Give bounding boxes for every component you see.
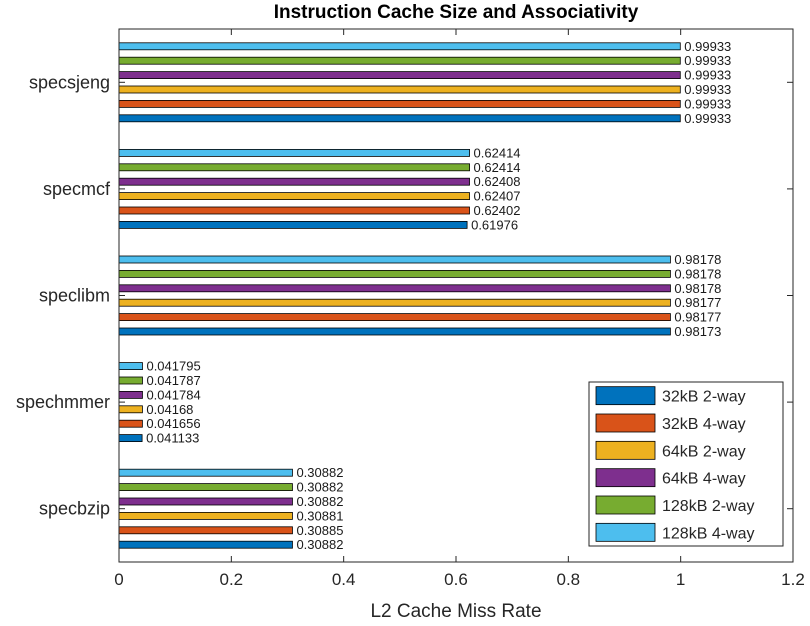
bar-specmcf-128kb-2-way xyxy=(118,163,470,172)
bar-speclibm-128kb-2-way xyxy=(118,269,671,278)
bar-spechmmer-32kb-2-way xyxy=(118,434,143,443)
value-label-specsjeng-128kb-2-way: 0.99933 xyxy=(684,53,731,68)
value-label-specbzip-128kb-2-way: 0.30882 xyxy=(296,480,343,495)
value-label-specsjeng-64kb-2-way: 0.99933 xyxy=(684,82,731,97)
legend-label-128kb-4-way: 128kB 4-way xyxy=(662,525,755,542)
bar-spechmmer-32kb-4-way xyxy=(118,419,143,428)
bar-speclibm-64kb-4-way xyxy=(118,284,671,293)
value-label-speclibm-32kb-2-way: 0.98173 xyxy=(674,324,721,339)
bar-spechmmer-64kb-4-way xyxy=(118,390,143,399)
x-tick-label-0-6: 0.6 xyxy=(444,570,468,589)
value-label-spechmmer-32kb-4-way: 0.041656 xyxy=(146,416,200,431)
x-tick-label-0: 0 xyxy=(114,570,123,589)
category-label-specmcf: specmcf xyxy=(43,179,111,199)
bar-specmcf-128kb-4-way xyxy=(118,148,470,157)
value-labels-layer: 0.999330.999330.999330.999330.999330.999… xyxy=(146,39,731,552)
value-label-specsjeng-64kb-4-way: 0.99933 xyxy=(684,68,731,83)
value-label-specbzip-32kb-2-way: 0.30882 xyxy=(296,537,343,552)
value-label-specsjeng-32kb-2-way: 0.99933 xyxy=(684,111,731,126)
value-label-speclibm-128kb-4-way: 0.98178 xyxy=(674,252,721,267)
category-label-specsjeng: specsjeng xyxy=(29,72,110,92)
bar-specsjeng-64kb-2-way xyxy=(118,85,681,94)
x-tick-label-0-2: 0.2 xyxy=(220,570,244,589)
value-label-spechmmer-64kb-2-way: 0.04168 xyxy=(146,402,193,417)
bar-specmcf-64kb-4-way xyxy=(118,177,470,186)
legend-label-128kb-2-way: 128kB 2-way xyxy=(662,498,755,515)
legend-label-64kb-4-way: 64kB 4-way xyxy=(662,471,746,488)
bar-speclibm-32kb-4-way xyxy=(118,313,671,322)
value-label-specmcf-128kb-4-way: 0.62414 xyxy=(474,145,521,160)
legend-swatch-32kb-4-way xyxy=(595,413,656,433)
legend-swatch-128kb-4-way xyxy=(595,522,656,542)
bar-specsjeng-128kb-2-way xyxy=(118,56,681,65)
category-label-spechmmer: spechmmer xyxy=(16,392,110,412)
bars-layer xyxy=(118,42,681,549)
y-axis-ticks xyxy=(119,81,793,510)
value-label-specbzip-128kb-4-way: 0.30882 xyxy=(296,465,343,480)
bar-spechmmer-128kb-2-way xyxy=(118,376,143,385)
bar-spechmmer-128kb-4-way xyxy=(118,362,143,371)
x-tick-label-1-2: 1.2 xyxy=(781,570,805,589)
legend-swatch-128kb-2-way xyxy=(595,495,656,515)
legend-box xyxy=(588,381,784,547)
value-label-spechmmer-128kb-4-way: 0.041795 xyxy=(146,359,200,374)
category-label-speclibm: speclibm xyxy=(39,286,110,306)
bar-specsjeng-128kb-4-way xyxy=(118,42,681,51)
chart-title: Instruction Cache Size and Associativity xyxy=(274,2,639,23)
bar-specmcf-32kb-4-way xyxy=(118,206,470,215)
value-label-specmcf-32kb-2-way: 0.61976 xyxy=(471,217,518,232)
bar-specbzip-64kb-4-way xyxy=(118,497,293,506)
y-axis-category-labels: specsjeng specmcf speclibm spechmmer specbzi… xyxy=(16,72,111,518)
bar-specbzip-32kb-2-way xyxy=(118,540,293,549)
value-label-specbzip-32kb-4-way: 0.30885 xyxy=(296,523,343,538)
legend-swatch-64kb-4-way xyxy=(595,468,656,488)
bar-spechmmer-64kb-2-way xyxy=(118,405,143,414)
x-tick-label-1: 1 xyxy=(676,570,685,589)
legend: 32kB 2-way 32kB 4-way 64kB 2-way 64kB 4-way… xyxy=(588,381,784,547)
bar-specbzip-128kb-4-way xyxy=(118,468,293,477)
bar-speclibm-32kb-2-way xyxy=(118,327,671,336)
value-label-speclibm-64kb-2-way: 0.98177 xyxy=(674,295,721,310)
legend-swatch-32kb-2-way xyxy=(595,386,656,406)
category-label-specbzip: specbzip xyxy=(39,499,110,519)
bar-speclibm-128kb-4-way xyxy=(118,255,671,264)
value-label-speclibm-64kb-4-way: 0.98178 xyxy=(674,281,721,296)
value-label-speclibm-32kb-4-way: 0.98177 xyxy=(674,310,721,325)
x-axis-label: L2 Cache Miss Rate xyxy=(370,601,541,622)
value-label-spechmmer-32kb-2-way: 0.041133 xyxy=(146,431,199,446)
bar-specbzip-128kb-2-way xyxy=(118,483,293,492)
x-tick-label-0-4: 0.4 xyxy=(332,570,356,589)
legend-label-32kb-4-way: 32kB 4-way xyxy=(662,416,746,433)
legend-label-32kb-2-way: 32kB 2-way xyxy=(662,389,746,406)
value-label-specbzip-64kb-4-way: 0.30882 xyxy=(296,494,343,509)
bar-speclibm-64kb-2-way xyxy=(118,298,671,307)
value-label-specmcf-64kb-4-way: 0.62408 xyxy=(474,174,521,189)
value-label-specmcf-32kb-4-way: 0.62402 xyxy=(473,203,520,218)
bar-specbzip-64kb-2-way xyxy=(118,512,293,520)
value-label-spechmmer-128kb-2-way: 0.041787 xyxy=(146,373,200,388)
bar-specsjeng-32kb-2-way xyxy=(118,114,681,123)
x-axis-ticks: 0 0.2 0.4 0.6 0.8 1 1.2 xyxy=(114,29,805,589)
bar-specmcf-32kb-2-way xyxy=(118,220,468,229)
legend-label-64kb-2-way: 64kB 2-way xyxy=(662,443,746,460)
bar-specsjeng-32kb-4-way xyxy=(118,100,681,108)
bar-specmcf-64kb-2-way xyxy=(118,192,470,201)
value-label-specsjeng-128kb-4-way: 0.99933 xyxy=(684,39,731,54)
value-label-specsjeng-32kb-4-way: 0.99933 xyxy=(684,96,731,111)
bar-specbzip-32kb-4-way xyxy=(118,526,293,535)
value-label-specbzip-64kb-2-way: 0.30881 xyxy=(296,508,343,523)
value-label-speclibm-128kb-2-way: 0.98178 xyxy=(674,266,721,281)
value-label-specmcf-128kb-2-way: 0.62414 xyxy=(474,160,521,175)
value-label-specmcf-64kb-2-way: 0.62407 xyxy=(474,189,521,204)
x-tick-label-0-8: 0.8 xyxy=(557,570,581,589)
value-label-spechmmer-64kb-4-way: 0.041784 xyxy=(146,387,200,402)
bar-specsjeng-64kb-4-way xyxy=(118,71,681,79)
legend-swatch-64kb-2-way xyxy=(595,440,656,460)
